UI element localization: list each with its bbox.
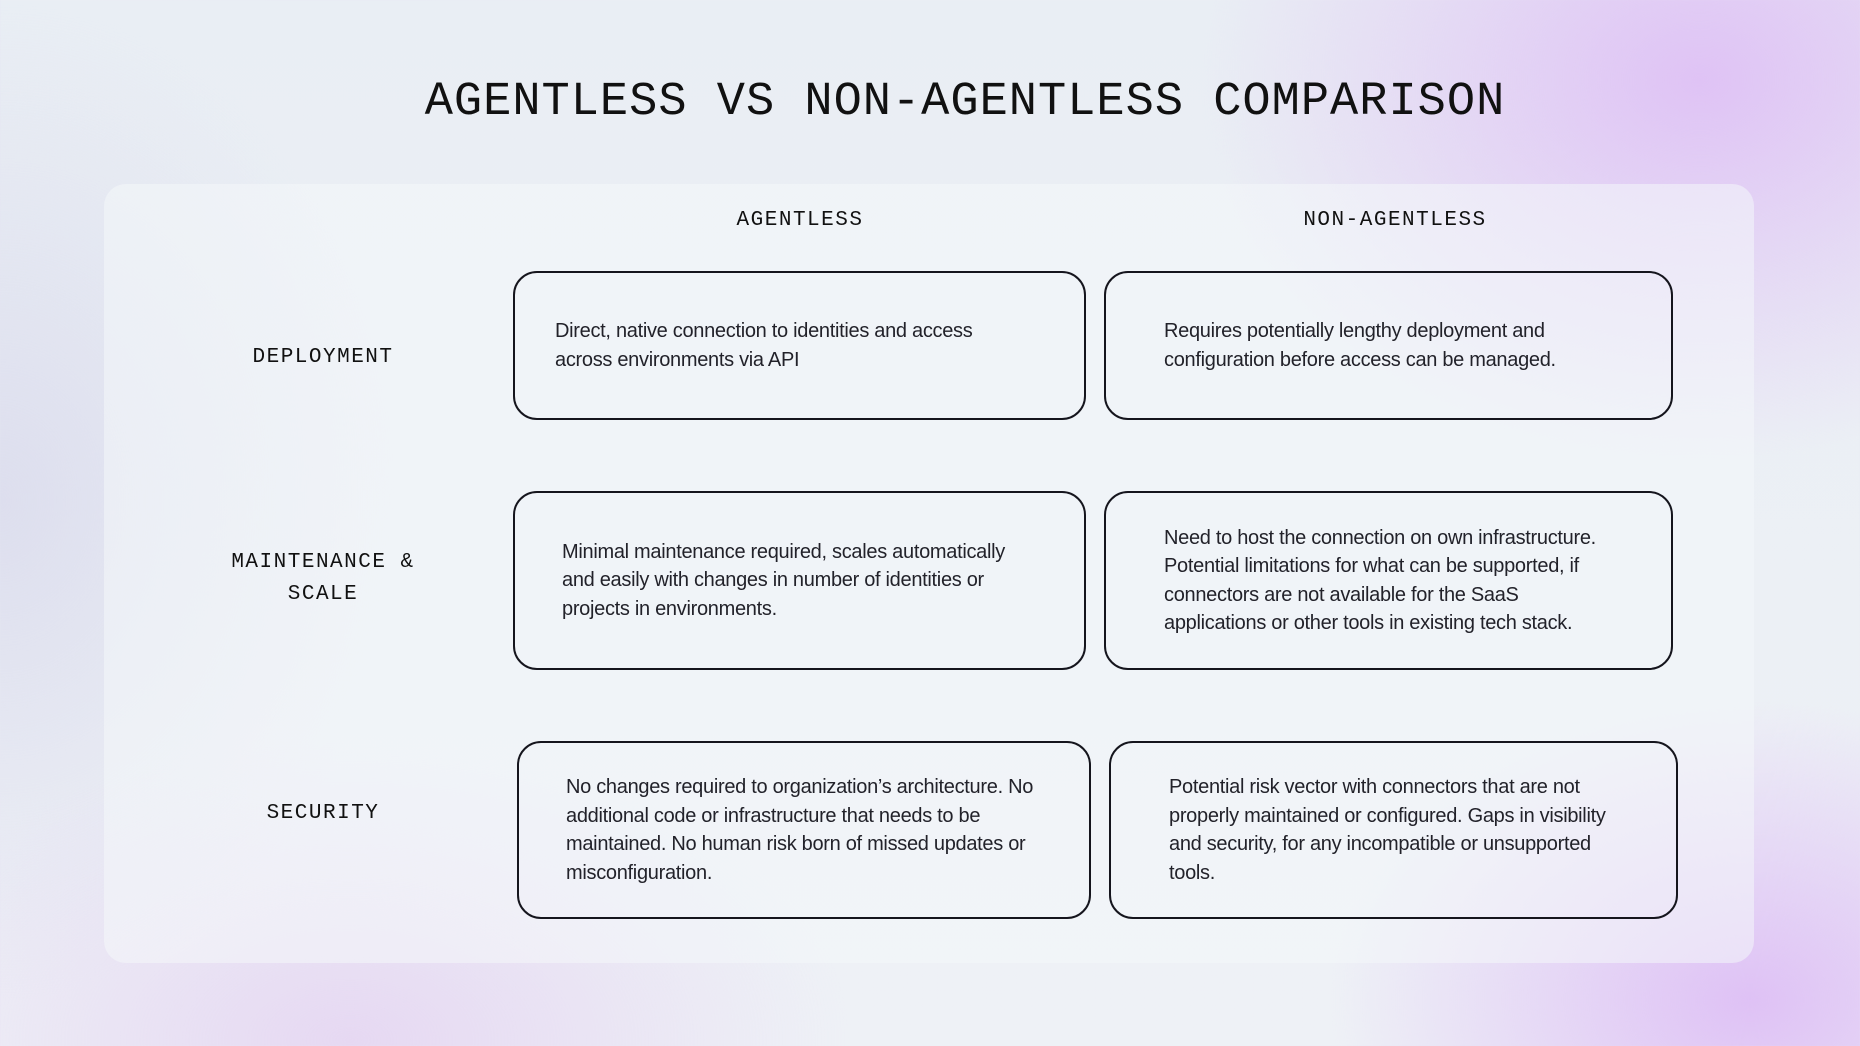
cell-text: Potential risk vector with connectors th… bbox=[1169, 776, 1606, 884]
cell-text: Minimal maintenance required, scales aut… bbox=[562, 540, 1005, 620]
cell-security-non-agentless: Potential risk vector with connectors th… bbox=[1109, 741, 1678, 919]
column-header-agentless: AGENTLESS bbox=[736, 209, 864, 232]
page-title: AGENTLESS VS NON-AGENTLESS COMPARISON bbox=[424, 76, 1506, 129]
comparison-panel bbox=[104, 184, 1754, 963]
cell-deployment-non-agentless: Requires potentially lengthy deployment … bbox=[1104, 271, 1673, 420]
cell-text: Direct, native connection to identities … bbox=[555, 320, 973, 371]
cell-security-agentless: No changes required to organization’s ar… bbox=[517, 741, 1091, 919]
cell-deployment-agentless: Direct, native connection to identities … bbox=[513, 271, 1086, 420]
row-label-security: SECURITY bbox=[266, 802, 380, 825]
cell-maintenance-non-agentless: Need to host the connection on own infra… bbox=[1104, 491, 1673, 670]
cell-maintenance-agentless: Minimal maintenance required, scales aut… bbox=[513, 491, 1086, 670]
column-header-non-agentless: NON-AGENTLESS bbox=[1303, 209, 1487, 232]
cell-text: Need to host the connection on own infra… bbox=[1164, 526, 1596, 635]
cell-text: No changes required to organization’s ar… bbox=[566, 776, 1034, 884]
row-label-maintenance-scale: MAINTENANCE & SCALE bbox=[231, 551, 415, 606]
row-label-deployment: DEPLOYMENT bbox=[252, 346, 394, 369]
cell-text: Requires potentially lengthy deployment … bbox=[1164, 320, 1556, 371]
